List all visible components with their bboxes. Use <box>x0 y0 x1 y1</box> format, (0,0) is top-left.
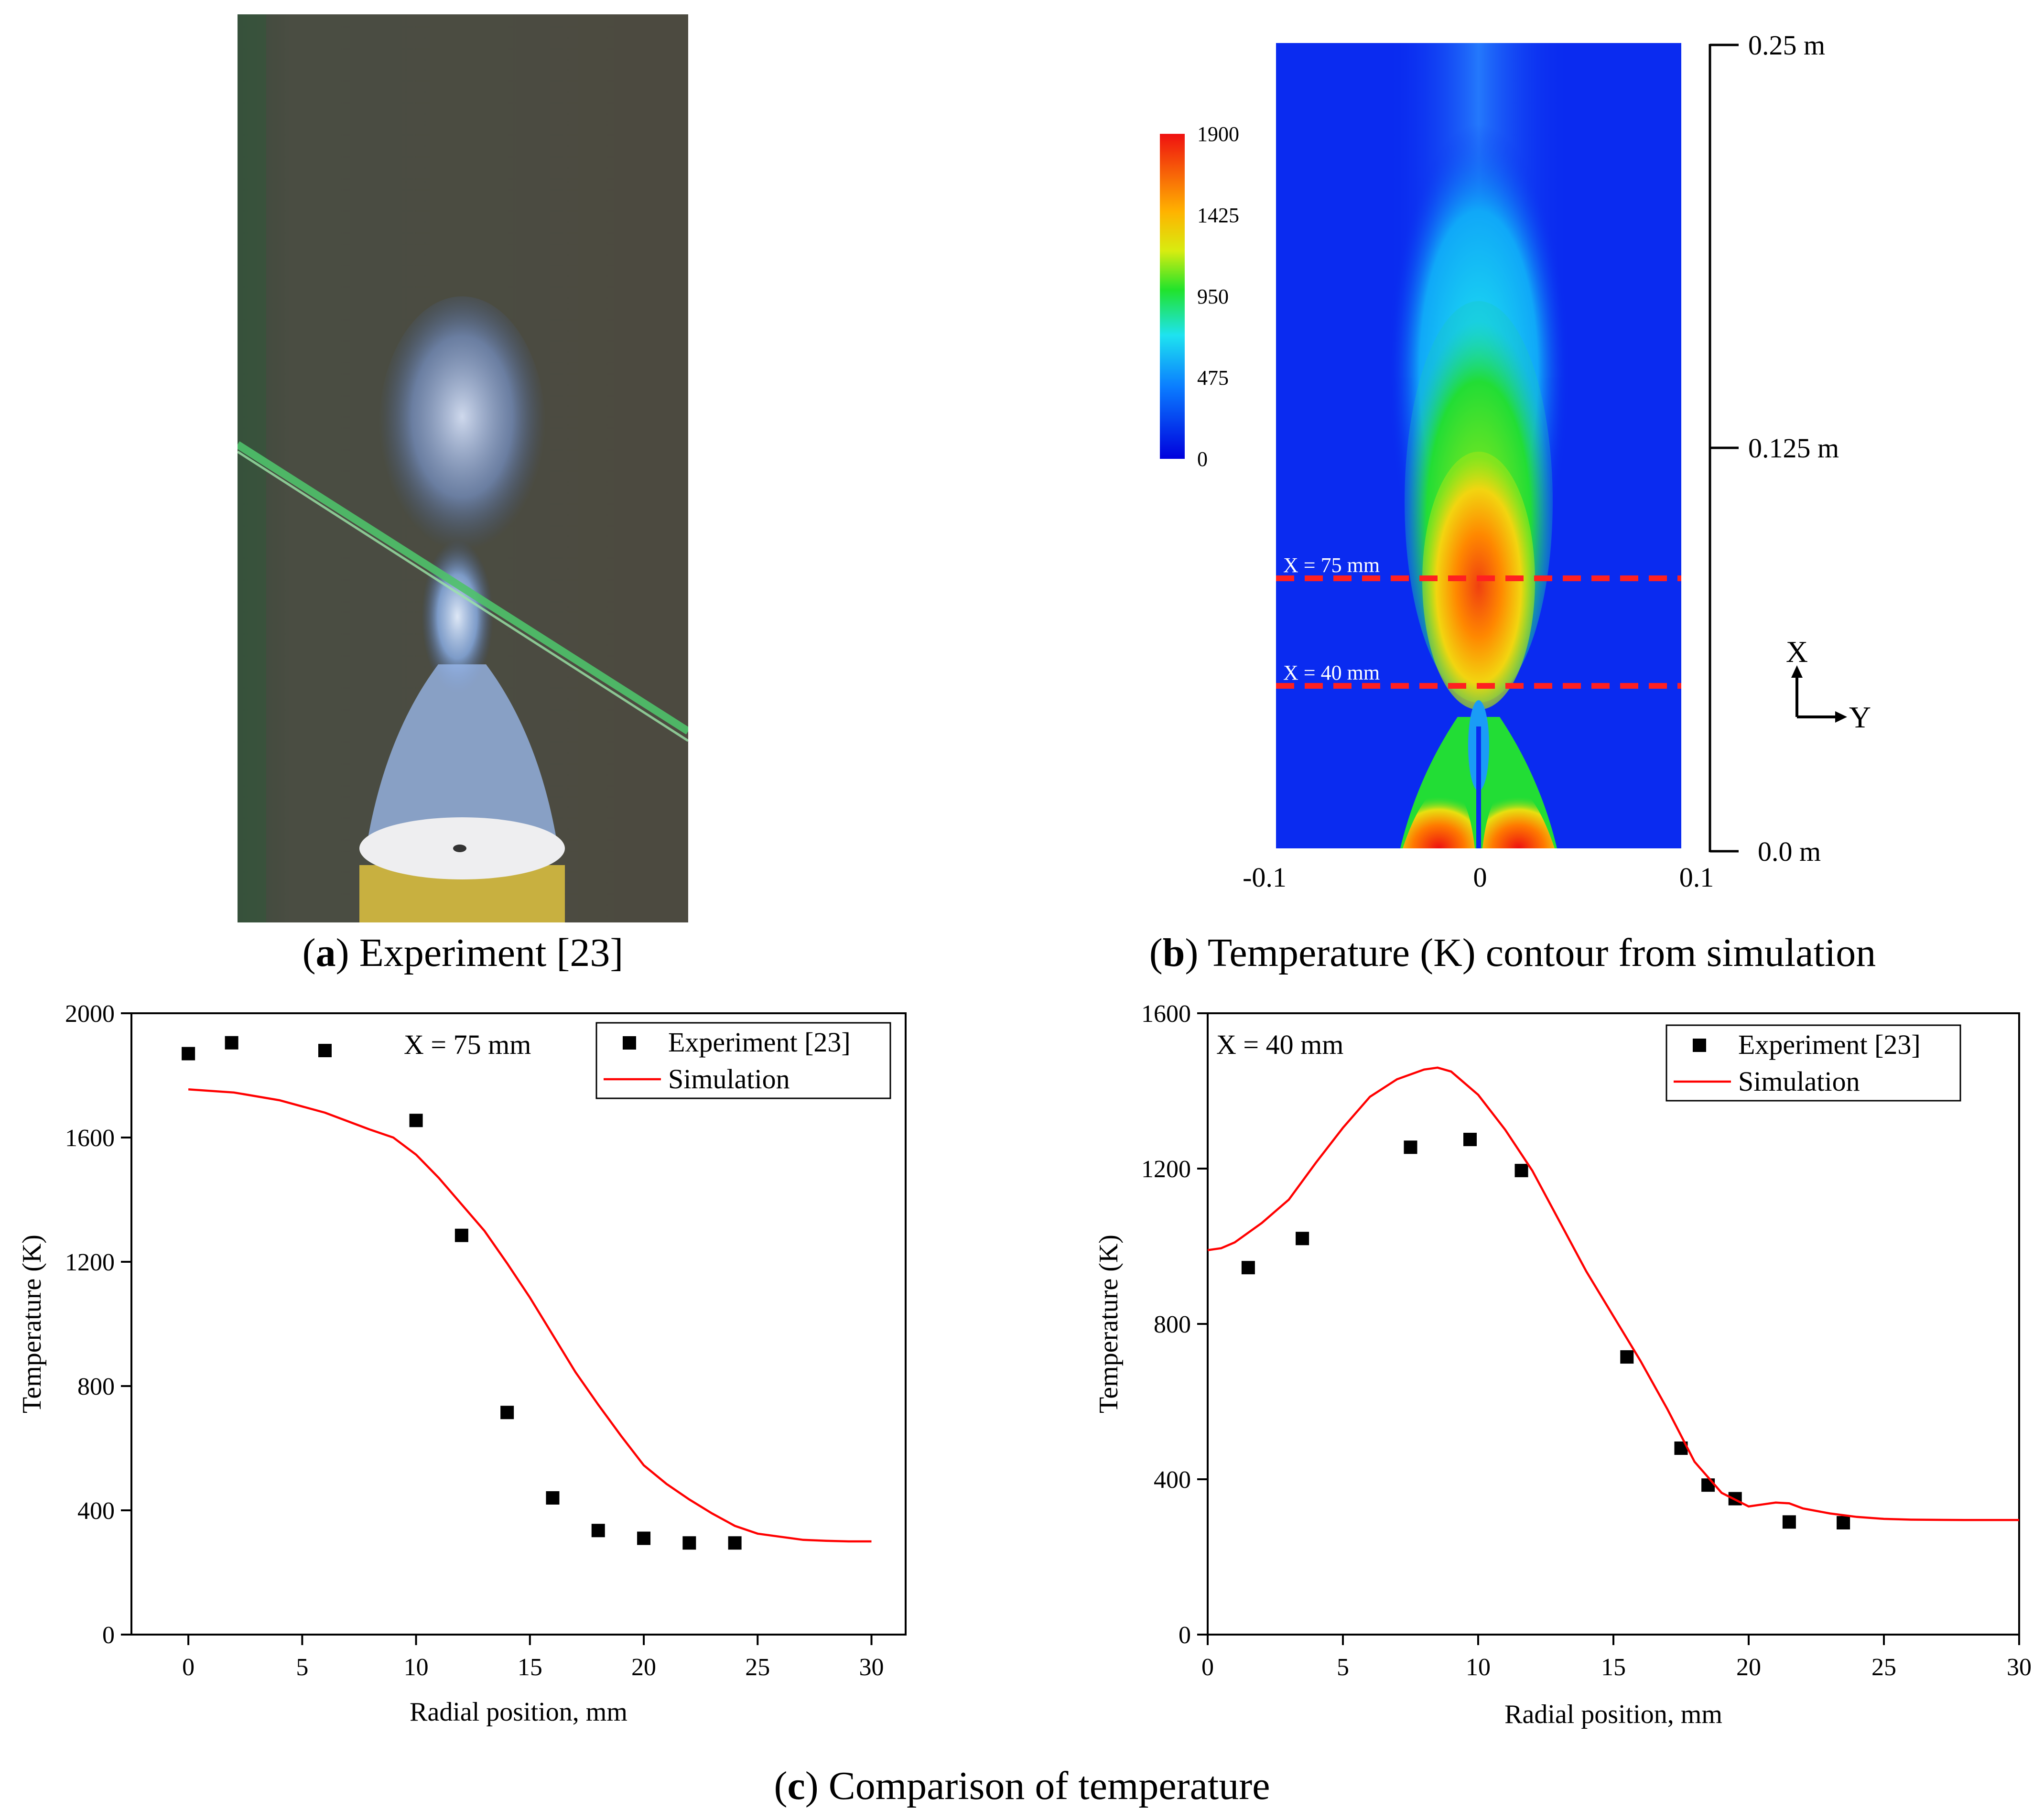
legend-label: Simulation <box>1738 1066 1860 1097</box>
legend-label: Experiment [23] <box>668 1027 851 1058</box>
simulation-line <box>188 1088 872 1543</box>
contour-xtick: 0.1 <box>1679 862 1714 893</box>
x-axis-label: Radial position, mm <box>1504 1700 1722 1729</box>
y-tick-label: 0 <box>1179 1622 1191 1649</box>
x-tick-label: 30 <box>859 1654 884 1681</box>
experiment-marker <box>1296 1232 1309 1246</box>
caption-c: (c) Comparison of temperature <box>774 1764 1270 1808</box>
y-axis-label: Temperature (K) <box>17 1235 47 1413</box>
flame-upper <box>379 296 546 564</box>
colorbar <box>1160 134 1185 459</box>
caption-b: (b) Temperature (K) contour from simulat… <box>1149 931 1876 975</box>
contour-xtick: -0.1 <box>1243 862 1287 893</box>
experiment-marker <box>682 1536 696 1550</box>
label-x40: X = 40 mm <box>1283 661 1380 684</box>
legend-marker <box>623 1036 636 1050</box>
experiment-marker <box>454 1228 468 1242</box>
chart-x75: 0 5 10 15 20 25 30 0 400 800 1200 1600 2000 Radial po… <box>17 1000 907 1727</box>
y-tick-label: 2000 <box>65 1000 115 1028</box>
contour-xtick: 0 <box>1473 862 1487 893</box>
experiment-marker <box>1782 1515 1796 1529</box>
experiment-marker <box>1514 1164 1528 1178</box>
colorbar-tick: 950 <box>1197 285 1229 308</box>
scale-label: 0.0 m <box>1758 836 1821 867</box>
legend-box <box>595 1022 891 1099</box>
x-tick-label: 25 <box>1871 1654 1896 1681</box>
x-tick-label: 0 <box>1201 1654 1214 1681</box>
colorbar-tick: 475 <box>1197 366 1229 390</box>
caption-a: (a) Experiment [23] <box>302 931 624 975</box>
x-tick-label: 0 <box>182 1654 195 1681</box>
experiment-marker <box>500 1406 514 1420</box>
temperature-contour: 1900 1425 950 475 0 X = 75 mm X = 40 mm … <box>1160 30 1871 893</box>
burner-nozzle <box>453 845 466 852</box>
legend-label: Experiment [23] <box>1738 1029 1921 1060</box>
contour-field <box>1276 43 1681 848</box>
experiment-marker <box>591 1524 605 1538</box>
legend-marker <box>1693 1039 1706 1052</box>
flame-neck <box>422 540 493 693</box>
y-tick-label: 0 <box>102 1622 115 1649</box>
x-tick-label: 10 <box>1466 1654 1491 1681</box>
y-tick-label: 800 <box>1154 1311 1191 1338</box>
y-tick-label: 1200 <box>1141 1156 1191 1183</box>
plot-frame <box>1207 1012 2020 1636</box>
experiment-photo <box>238 14 688 922</box>
x-tick-label: 5 <box>1337 1654 1349 1681</box>
colorbar-tick: 1900 <box>1197 122 1239 146</box>
chart-title: X = 40 mm <box>1216 1029 1343 1060</box>
legend-label: Simulation <box>668 1063 790 1095</box>
label-x75: X = 75 mm <box>1283 553 1380 577</box>
colorbar-tick: 0 <box>1197 447 1208 471</box>
y-tick-label: 1600 <box>65 1125 115 1152</box>
experiment-marker <box>318 1044 332 1057</box>
laser-beam <box>238 441 688 735</box>
experiment-marker <box>1404 1140 1417 1154</box>
axis-x-label: X <box>1786 635 1808 669</box>
experiment-marker <box>1241 1261 1255 1275</box>
simulation-line <box>1207 1066 2019 1521</box>
x-tick-label: 20 <box>631 1654 656 1681</box>
experiment-marker <box>637 1531 651 1545</box>
x-tick-label: 30 <box>2007 1654 2032 1681</box>
laser-beam-inner <box>238 450 688 742</box>
x-tick-label: 5 <box>296 1654 308 1681</box>
y-tick-label: 800 <box>77 1373 115 1400</box>
x-tick-label: 10 <box>404 1654 429 1681</box>
scale-label: 0.25 m <box>1748 30 1825 61</box>
y-tick-label: 400 <box>1154 1466 1191 1494</box>
experiment-marker <box>409 1114 423 1127</box>
experiment-marker <box>1620 1350 1634 1364</box>
y-axis-label: Temperature (K) <box>1094 1235 1124 1413</box>
x-tick-label: 20 <box>1736 1654 1761 1681</box>
plot-frame <box>130 1012 907 1636</box>
experiment-marker <box>1701 1478 1715 1492</box>
axis-indicator: X Y <box>1786 635 1871 734</box>
y-tick-label: 1200 <box>65 1249 115 1276</box>
y-tick-label: 1600 <box>1141 1000 1191 1028</box>
experiment-marker <box>1837 1516 1850 1529</box>
colorbar-tick: 1425 <box>1197 204 1239 227</box>
experiment-marker <box>182 1047 195 1061</box>
flame-base <box>367 664 558 846</box>
scale-bar <box>1709 43 1739 853</box>
experiment-marker <box>546 1491 560 1505</box>
axis-y-label: Y <box>1849 700 1871 734</box>
x-tick-label: 15 <box>518 1654 542 1681</box>
experiment-marker <box>728 1536 742 1550</box>
chart-title: X = 75 mm <box>404 1029 531 1060</box>
x-axis-label: Radial position, mm <box>410 1697 627 1727</box>
scale-label: 0.125 m <box>1748 433 1839 464</box>
legend-box <box>1665 1024 1961 1102</box>
x-tick-label: 15 <box>1601 1654 1626 1681</box>
experiment-marker <box>1463 1133 1477 1147</box>
chart-x40: 0 5 10 15 20 25 30 0 400 800 1200 1600 Radial positi… <box>1094 1000 2032 1729</box>
y-tick-label: 400 <box>77 1497 115 1525</box>
experiment-marker <box>225 1036 238 1050</box>
x-tick-label: 25 <box>745 1654 770 1681</box>
